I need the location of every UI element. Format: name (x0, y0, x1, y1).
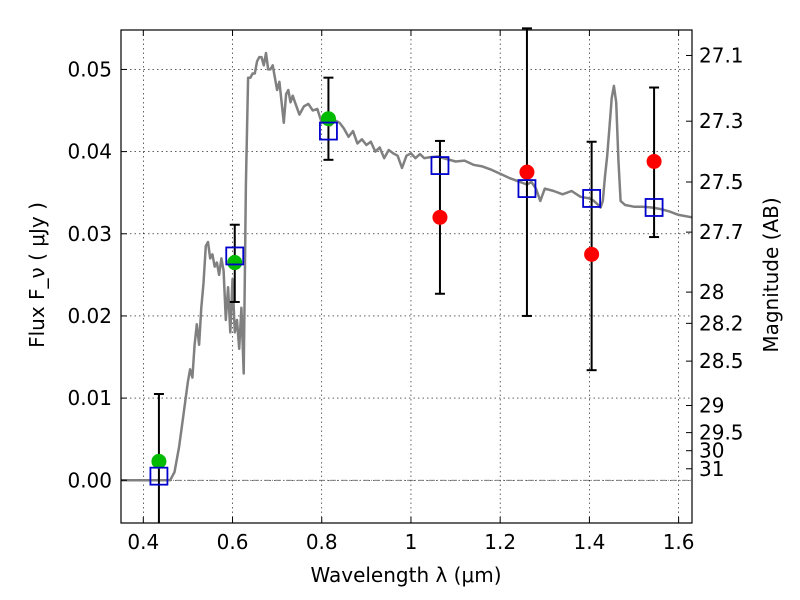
x-tick-label: 0.4 (127, 530, 159, 554)
right-tick-label: 29 (699, 394, 724, 418)
plot-frame (120, 29, 693, 524)
right-tick-label: 28.2 (699, 311, 744, 335)
green-point (227, 255, 243, 271)
x-tick-label: 1 (405, 530, 418, 554)
y-tick-label: 0.01 (67, 386, 112, 410)
right-axis-label: Magnitude (AB) (759, 197, 783, 352)
x-tick-label: 0.8 (306, 530, 338, 554)
square-marker (582, 189, 602, 208)
green-point (151, 453, 167, 469)
red-point (519, 164, 535, 180)
model-squares (149, 121, 664, 486)
y-tick-label: 0.05 (67, 57, 112, 81)
x-tick-label: 1.2 (484, 530, 516, 554)
right-tick-label: 30 (699, 439, 724, 463)
y-axis-ticks: 0.00 0.01 0.02 0.03 0.04 0.05 (67, 57, 127, 492)
red-points (432, 153, 662, 262)
green-point (320, 111, 336, 127)
x-axis-label: Wavelength λ (μm) (310, 563, 501, 587)
right-tick-label: 28.5 (699, 349, 744, 373)
y-tick-label: 0.03 (67, 222, 112, 246)
y-axis-label: Flux F_ν ( μJy ) (25, 202, 49, 348)
x-tick-label: 1.4 (573, 530, 605, 554)
square-marker (225, 246, 245, 266)
right-tick-label: 28 (699, 280, 724, 304)
red-point (646, 153, 662, 169)
x-tick-label: 0.6 (217, 530, 249, 554)
grid (121, 30, 692, 523)
model-spectrum-line (121, 51, 693, 482)
square-marker (319, 121, 338, 141)
square-marker (430, 156, 450, 175)
square-marker (517, 179, 537, 198)
right-tick-label: 27.7 (699, 220, 744, 244)
y-tick-label: 0.04 (67, 140, 112, 164)
right-tick-label: 29.5 (699, 421, 744, 445)
y-tick-label: 0.00 (67, 468, 112, 492)
red-point (584, 246, 600, 262)
right-tick-label: 27.3 (699, 109, 744, 133)
red-point (432, 209, 448, 225)
error-bars (153, 27, 660, 523)
square-marker (644, 198, 664, 217)
x-axis-ticks: 0.4 0.6 0.8 1 1.2 1.4 1.6 (127, 30, 695, 554)
y-tick-label: 0.02 (67, 304, 112, 328)
right-tick-label: 27.1 (699, 43, 744, 67)
right-tick-label: 31 (699, 457, 724, 481)
x-tick-label: 1.6 (663, 530, 695, 554)
right-tick-label: 27.5 (699, 170, 744, 194)
green-points (151, 111, 336, 469)
plot-area (121, 27, 693, 523)
square-marker (149, 466, 169, 486)
